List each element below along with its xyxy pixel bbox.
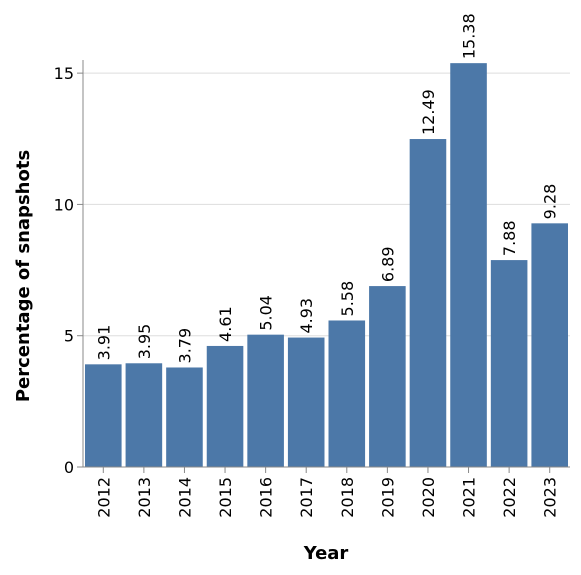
data-labels: 3.91 3.95 3.79 4.61 5.04 4.93 5.58 6.89 12.49 15.…	[94, 13, 559, 363]
bar-2020	[409, 139, 447, 467]
bar-2022	[490, 260, 528, 467]
bar-2019	[369, 286, 406, 467]
x-tick-label: 2022	[500, 477, 519, 518]
x-tick-label: 2017	[297, 477, 316, 518]
data-label-2012: 3.91	[94, 325, 113, 361]
bar-2018	[328, 320, 366, 467]
bar-2014	[166, 367, 203, 467]
axes: 0 5 10 15 2012 2013 2014 2015 2016 2017 2018 2019 20…	[54, 60, 570, 518]
bar-2017	[287, 337, 325, 467]
y-tick-label: 5	[64, 327, 74, 346]
data-label-2019: 6.89	[378, 246, 397, 282]
data-label-2022: 7.88	[500, 220, 519, 256]
x-tick-label: 2015	[216, 477, 235, 518]
x-tick-label: 2014	[175, 477, 194, 518]
x-tick-label: 2013	[135, 477, 154, 518]
y-axis-title: Percentage of snapshots	[13, 150, 34, 402]
data-label-2017: 4.93	[297, 298, 316, 334]
data-label-2015: 4.61	[216, 306, 235, 342]
bar-2012	[85, 364, 122, 467]
x-tick-label: 2019	[378, 477, 397, 518]
data-label-2020: 12.49	[419, 89, 438, 135]
bar-2023	[531, 223, 568, 467]
data-label-2023: 9.28	[541, 184, 560, 220]
bar-2016	[247, 334, 284, 467]
y-tick-label: 15	[54, 64, 74, 83]
data-label-2016: 5.04	[257, 295, 276, 331]
y-tick-label: 10	[54, 195, 74, 214]
bar-2015	[206, 345, 244, 467]
data-label-2018: 5.58	[338, 281, 357, 317]
bar-2021	[450, 63, 487, 467]
y-tick-label: 0	[64, 458, 74, 477]
x-tick-label: 2023	[541, 477, 560, 518]
data-label-2013: 3.95	[135, 324, 154, 360]
bars	[85, 63, 568, 467]
data-label-2021: 15.38	[460, 13, 479, 59]
x-axis-title: Year	[303, 543, 349, 564]
x-tick-label: 2021	[460, 477, 479, 518]
x-tick-label: 2016	[257, 477, 276, 518]
x-tick-label: 2020	[419, 477, 438, 518]
x-tick-label: 2018	[338, 477, 357, 518]
x-tick-label: 2012	[94, 477, 113, 518]
data-label-2014: 3.79	[175, 328, 194, 364]
bar-2013	[125, 363, 163, 467]
